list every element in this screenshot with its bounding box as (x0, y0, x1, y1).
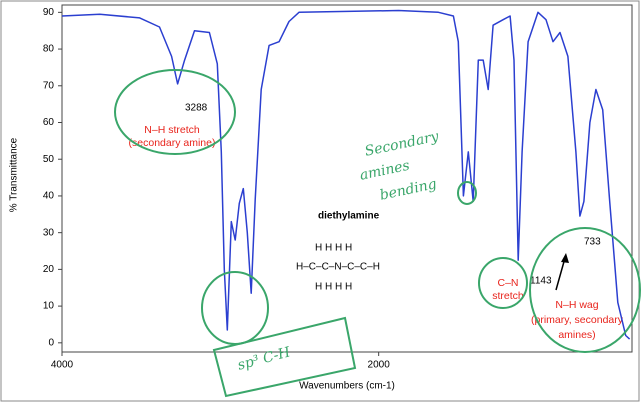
x-tick-label: 2000 (368, 360, 391, 371)
annotation: (secondary amine) (129, 137, 216, 149)
structure-top: H H H H (315, 243, 352, 254)
highlight-circle (478, 257, 528, 309)
y-tick-label: 20 (43, 264, 55, 275)
annotation: C–N (497, 277, 518, 289)
highlight-box (212, 316, 357, 398)
annotation: N–H stretch (144, 124, 200, 136)
highlight-circle (457, 181, 477, 205)
highlight-circle (529, 227, 641, 353)
compound-name: diethylamine (318, 211, 380, 222)
x-tick-label: 4000 (51, 360, 74, 371)
y-tick-label: 80 (43, 44, 55, 55)
annotation: N–H wag (555, 299, 598, 311)
handwriting: amines (358, 158, 411, 184)
handwriting: bending (378, 176, 438, 204)
y-axis-label: % Transmittance (9, 137, 20, 212)
structure-middle: H–C–C–N–C–C–H (296, 262, 380, 273)
y-tick-label: 60 (43, 117, 55, 128)
y-tick-label: 50 (43, 154, 55, 165)
y-tick-label: 40 (43, 191, 55, 202)
handwriting: sp³ C-H (236, 344, 293, 374)
spectrum-line (61, 9, 631, 340)
annotation: 3288 (185, 103, 208, 114)
highlight-circle (114, 69, 236, 155)
y-tick-label: 10 (43, 301, 55, 312)
annotation: stretch (492, 290, 524, 302)
annotation: 1143 (530, 276, 552, 287)
y-tick-label: 70 (43, 80, 55, 91)
handwriting: Secondary (363, 128, 441, 159)
y-tick-label: 0 (48, 337, 54, 348)
annotation: 733 (584, 237, 601, 248)
x-axis-label: Wavenumbers (cm-1) (299, 381, 395, 392)
highlight-marks (114, 69, 641, 398)
y-tick-label: 30 (43, 227, 55, 238)
arrow (555, 257, 566, 291)
annotation: (primary, secondary (531, 314, 624, 326)
arrow-head (561, 253, 569, 263)
y-tick-label: 90 (43, 7, 55, 18)
structure-bottom: H H H H (315, 282, 352, 293)
highlight-circle (201, 271, 269, 345)
annotation: amines) (558, 329, 595, 341)
plot-area (61, 4, 633, 353)
